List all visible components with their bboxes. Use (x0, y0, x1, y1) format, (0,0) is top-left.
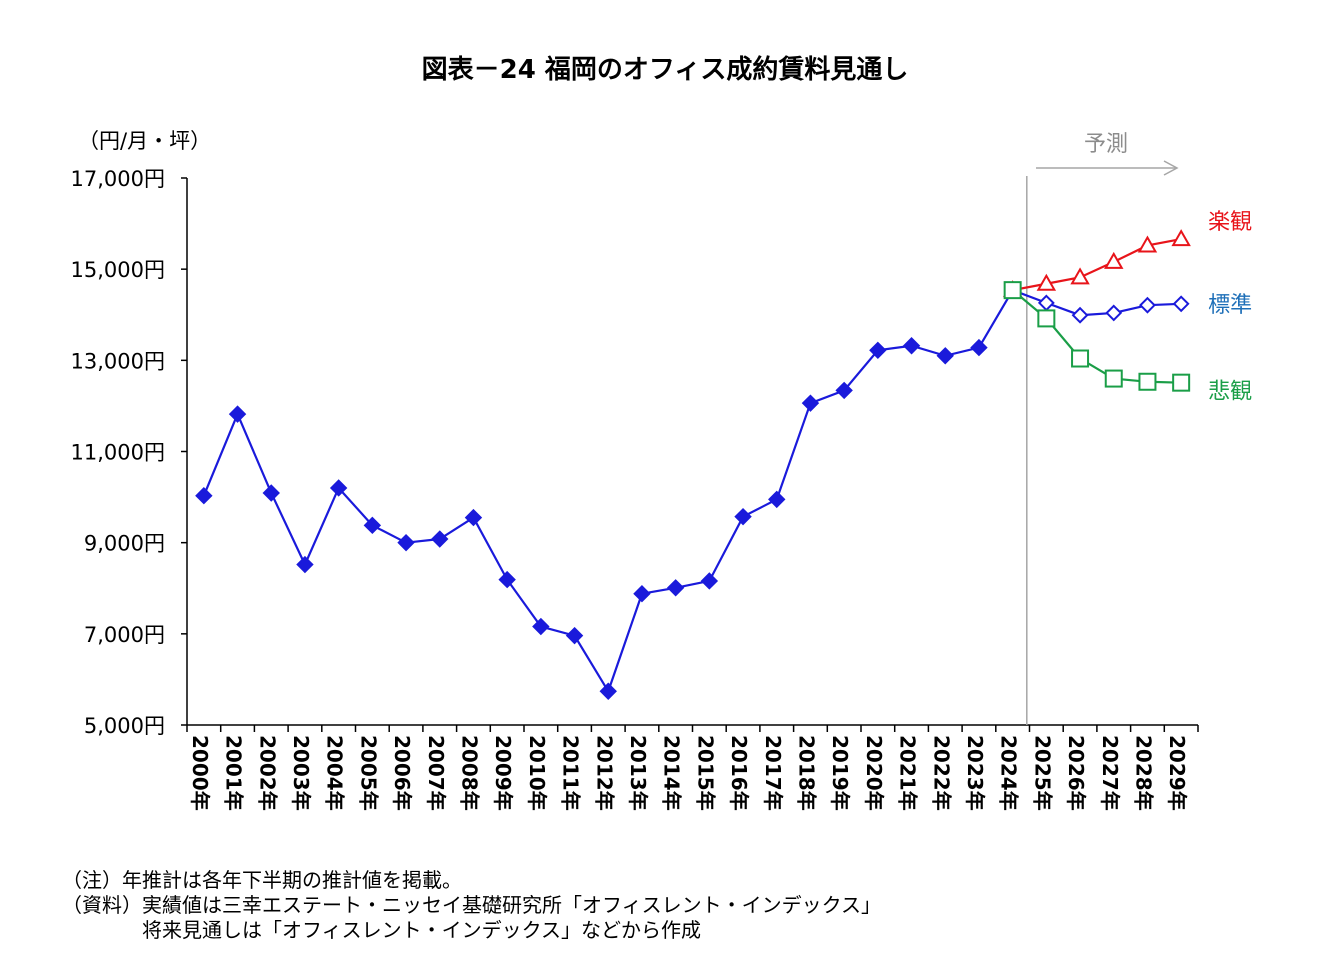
data-point (1071, 349, 1090, 368)
y-tick-label: 7,000円 (84, 623, 165, 647)
data-point (734, 507, 752, 526)
y-tick-label: 15,000円 (71, 258, 165, 282)
x-tick-label: 2026年 (1064, 735, 1088, 811)
x-tick-label: 2018年 (794, 735, 818, 811)
x-tick-label: 2001年 (222, 735, 246, 811)
data-point (1037, 294, 1055, 312)
x-tick-label: 2006年 (390, 735, 414, 811)
y-tick-label: 13,000円 (71, 349, 165, 373)
data-point (902, 337, 921, 355)
data-point (1104, 251, 1124, 269)
data-point (1036, 273, 1057, 291)
series-line (202, 289, 1014, 694)
note-1: （注）年推計は各年下半期の推計値を掲載。 (62, 868, 462, 892)
data-point (195, 487, 213, 505)
forecast-label: 予測 (1084, 132, 1128, 157)
x-tick-label: 2025年 (1030, 735, 1054, 811)
data-point (1139, 296, 1156, 314)
data-point (1070, 267, 1090, 285)
data-point (1037, 309, 1056, 328)
x-tick-label: 2009年 (491, 735, 515, 811)
series-pessimistic (1003, 281, 1191, 392)
x-tick-label: 2024年 (997, 735, 1021, 811)
x-tick-label: 2020年 (862, 735, 886, 811)
series-label-pessimistic: 悲観 (1208, 380, 1252, 405)
series-actual (195, 281, 1022, 700)
data-point (936, 347, 954, 365)
x-tick-label: 2010年 (525, 735, 549, 811)
data-point (464, 508, 483, 527)
data-point (1137, 235, 1158, 253)
x-tick-label: 2013年 (626, 735, 650, 811)
y-tick-label: 5,000円 (84, 714, 165, 738)
data-point (768, 490, 786, 509)
forecast-arrow-head (1163, 160, 1179, 176)
x-tick-label: 2005年 (356, 735, 380, 811)
axes: 5,000円 7,000円 9,000円 11,000円 13,000円 15,000円 1… (71, 167, 1199, 811)
data-point (835, 381, 853, 400)
x-tick-label: 2022年 (929, 735, 953, 811)
x-tick-label: 2023年 (963, 735, 987, 811)
data-point (363, 516, 382, 535)
chart-title: 図表－24 福岡のオフィス成約賃料見通し (422, 54, 909, 85)
x-tick-label: 2004年 (323, 735, 347, 811)
data-point (1138, 372, 1157, 391)
series-standard (1004, 281, 1190, 324)
x-tick-label: 2008年 (457, 735, 481, 811)
x-tick-label: 2028年 (1131, 735, 1155, 811)
data-point (296, 555, 314, 574)
data-point (498, 570, 516, 589)
x-tick-label: 2002年 (255, 735, 279, 811)
data-point (1172, 373, 1191, 392)
note-2: （資料）実績値は三幸エステート・ニッセイ基礎研究所「オフィスレント・インデックス… (62, 893, 881, 917)
data-point (970, 338, 988, 357)
data-point (1003, 281, 1022, 300)
x-tick-label: 2003年 (289, 735, 313, 811)
forecast-indicator: 予測 (1026, 132, 1179, 725)
data-point (431, 530, 449, 548)
x-tick-label: 2016年 (727, 735, 751, 811)
x-tick-label: 2029年 (1165, 735, 1189, 811)
x-tick-label: 2015年 (693, 735, 717, 811)
x-tick-label: 2014年 (660, 735, 684, 811)
series-layer (195, 229, 1191, 700)
y-unit-label: （円/月・坪） (78, 129, 211, 153)
data-point (329, 479, 348, 497)
x-tick-label: 2007年 (424, 735, 448, 811)
series-line (1012, 238, 1182, 292)
data-point (700, 572, 719, 590)
data-point (565, 626, 584, 645)
note-3: 将来見通しは「オフィスレント・インデックス」などから作成 (62, 918, 701, 942)
data-point (1071, 306, 1089, 324)
x-tick-label: 2019年 (828, 735, 852, 811)
x-tick-label: 2017年 (761, 735, 785, 811)
series-label-standard: 標準 (1208, 293, 1252, 318)
data-point (633, 585, 651, 603)
data-point (1104, 369, 1123, 388)
data-point (228, 405, 247, 423)
data-point (1105, 304, 1123, 322)
data-point (1171, 229, 1191, 247)
series-optimistic (1002, 229, 1191, 298)
data-point (801, 394, 820, 412)
x-tick-label: 2011年 (559, 735, 583, 811)
data-point (666, 579, 685, 597)
y-tick-label: 17,000円 (71, 167, 165, 191)
x-tick-label: 2021年 (896, 735, 920, 811)
data-point (869, 341, 887, 360)
x-tick-label: 2027年 (1098, 735, 1122, 811)
data-point (532, 617, 550, 636)
y-tick-label: 11,000円 (71, 441, 165, 465)
data-point (262, 484, 280, 502)
data-point (1172, 295, 1190, 313)
x-tick-label: 2012年 (592, 735, 616, 811)
data-point (599, 682, 617, 700)
x-tick-label: 2000年 (188, 735, 212, 811)
series-label-optimistic: 楽観 (1208, 210, 1252, 235)
data-point (397, 533, 415, 552)
y-tick-label: 9,000円 (84, 532, 165, 556)
